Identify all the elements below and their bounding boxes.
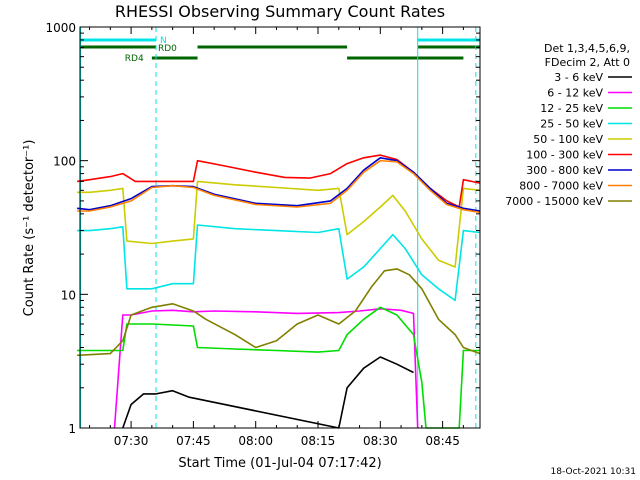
x-axis-label: Start Time (01-Jul-04 07:17:42) [178, 456, 381, 471]
legend: 3 - 6 keV 6 - 12 keV 12 - 25 keV 25 - 50 ke… [505, 71, 632, 208]
timestamp: 18-Oct-2021 10:31 [551, 467, 636, 477]
series-line-7 [77, 159, 481, 214]
series-line-2 [77, 306, 480, 429]
plot-background [80, 27, 480, 428]
y-tick-label: 1 [68, 422, 76, 436]
legend-label: 300 - 800 keV [526, 164, 603, 177]
legend-label: 25 - 50 keV [540, 118, 603, 131]
x-tick-label: 08:45 [425, 434, 460, 448]
series-line-4 [77, 180, 481, 268]
legend-label: 3 - 6 keV [554, 71, 603, 84]
x-tick-label: 07:45 [176, 434, 211, 448]
legend-label: 50 - 100 keV [533, 133, 603, 146]
legend-label: 7000 - 15000 keV [505, 195, 603, 208]
header-line-1: Det 1,3,4,5,6,9, [544, 42, 630, 55]
plot-area [80, 27, 480, 428]
series-line-3 [77, 224, 481, 302]
flag-label-n: N [160, 36, 167, 46]
flag-label-rd4: RD4 [125, 54, 144, 64]
header-line-2: FDecim 2, Att 0 [545, 56, 630, 69]
plot-border [79, 26, 481, 429]
legend-label: 100 - 300 keV [526, 149, 603, 162]
axes: 07:30 07:45 08:00 08:15 08:30 08:45 1 10 100 1000 [45, 21, 480, 448]
series-group [76, 154, 481, 429]
x-tick-label: 08:15 [301, 434, 336, 448]
y-axis-label: Count Rate (s⁻¹ detector⁻¹) [22, 140, 37, 317]
x-tick-label: 08:00 [238, 434, 273, 448]
series-line-6 [77, 157, 481, 212]
x-tick-label: 07:30 [114, 434, 149, 448]
series-line-1 [113, 307, 419, 429]
chart-title: RHESSI Observing Summary Count Rates [115, 2, 445, 21]
legend-label: 12 - 25 keV [540, 102, 603, 115]
legend-label: 800 - 7000 keV [519, 180, 603, 193]
x-tick-label: 08:30 [363, 434, 398, 448]
legend-label: 6 - 12 keV [547, 87, 603, 100]
series-line-0 [122, 356, 414, 429]
series-line-8 [77, 268, 481, 357]
y-tick-label: 100 [53, 155, 76, 169]
plot-frame [79, 26, 481, 429]
y-tick-label: 10 [61, 288, 76, 302]
flag-label-rd0: RD0 [158, 44, 177, 54]
y-tick-label: 1000 [45, 21, 76, 35]
